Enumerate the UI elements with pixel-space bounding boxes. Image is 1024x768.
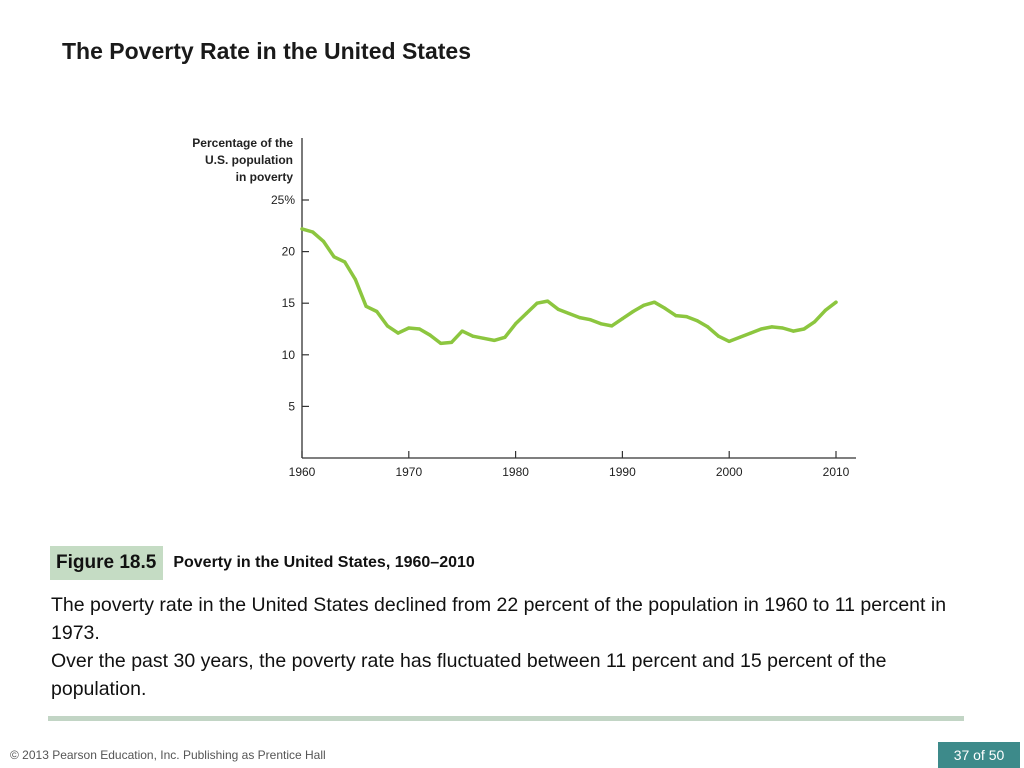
data-point xyxy=(311,230,315,234)
data-point xyxy=(684,315,689,319)
data-point xyxy=(759,327,763,331)
y-tick-label: 25% xyxy=(271,193,295,207)
x-tick-label: 2010 xyxy=(823,465,850,479)
data-point xyxy=(716,334,721,338)
data-point xyxy=(823,308,827,312)
data-point xyxy=(578,316,582,320)
y-tick-label: 5 xyxy=(288,399,295,413)
data-point xyxy=(834,300,838,304)
data-point xyxy=(567,311,571,316)
data-point xyxy=(300,227,304,231)
data-point xyxy=(631,309,635,314)
data-point xyxy=(396,331,400,335)
data-point xyxy=(599,322,603,326)
data-point xyxy=(417,327,422,331)
data-point xyxy=(321,239,325,243)
data-point xyxy=(802,327,806,331)
data-point xyxy=(364,304,368,308)
body-text: The poverty rate in the United States de… xyxy=(51,591,981,703)
data-point xyxy=(471,334,475,338)
data-point xyxy=(535,301,539,305)
series-group xyxy=(300,227,838,346)
data-point xyxy=(652,300,657,304)
data-point xyxy=(738,335,742,339)
data-point xyxy=(460,329,464,333)
data-point xyxy=(813,320,817,324)
data-point xyxy=(439,341,443,345)
y-ticks-group: 25% 20 15 10 5 xyxy=(271,193,309,413)
data-point xyxy=(674,314,678,318)
data-point xyxy=(663,306,667,310)
data-point xyxy=(770,325,774,329)
x-tick-label: 1980 xyxy=(502,465,529,479)
y-axis-label-line-2: U.S. population xyxy=(205,153,293,167)
data-point xyxy=(375,309,379,314)
body-paragraph-1: The poverty rate in the United States de… xyxy=(51,594,947,644)
y-axis-label-line-1: Percentage of the xyxy=(192,136,293,150)
data-point xyxy=(428,333,432,337)
data-point xyxy=(514,322,518,326)
data-point xyxy=(546,299,550,303)
body-paragraph-2: Over the past 30 years, the poverty rate… xyxy=(51,650,887,700)
poverty-rate-chart: Percentage of the U.S. population in pov… xyxy=(192,136,856,479)
data-point xyxy=(353,277,357,282)
poverty-rate-line xyxy=(300,227,838,346)
data-point xyxy=(524,311,528,316)
footer-divider xyxy=(48,716,964,721)
y-tick-label: 20 xyxy=(282,245,296,259)
data-point xyxy=(449,340,454,344)
page-number-badge: 37 of 50 xyxy=(938,742,1020,768)
figure-caption: Poverty in the United States, 1960–2010 xyxy=(173,554,475,571)
data-point xyxy=(492,338,496,342)
data-point xyxy=(610,324,614,328)
slide-title: The Poverty Rate in the United States xyxy=(62,38,471,64)
data-point xyxy=(791,329,795,333)
data-point xyxy=(407,326,411,330)
x-tick-label: 1960 xyxy=(289,465,316,479)
data-point xyxy=(695,319,699,323)
y-axis-label-line-3: in poverty xyxy=(236,170,294,184)
figure-caption-bar: Figure 18.5 Poverty in the United States… xyxy=(50,546,475,580)
data-point xyxy=(343,260,347,264)
data-point xyxy=(503,335,507,339)
figure-number: Figure 18.5 xyxy=(50,546,164,580)
data-point xyxy=(727,339,731,343)
x-tick-label: 2000 xyxy=(716,465,743,479)
data-point xyxy=(588,318,593,322)
y-tick-label: 15 xyxy=(282,296,296,310)
data-point xyxy=(385,324,389,328)
y-tick-label: 10 xyxy=(282,348,296,362)
copyright-text: © 2013 Pearson Education, Inc. Publishin… xyxy=(10,748,326,762)
data-point xyxy=(642,303,646,307)
data-point xyxy=(749,331,753,335)
data-point xyxy=(706,325,710,329)
x-tick-label: 1970 xyxy=(395,465,422,479)
x-ticks-group: 1960 1970 1980 1990 2000 2010 xyxy=(289,451,850,479)
data-point xyxy=(482,336,486,340)
data-point xyxy=(556,307,560,311)
data-point xyxy=(620,317,625,321)
data-point xyxy=(781,326,785,330)
data-point xyxy=(332,255,336,259)
x-tick-label: 1990 xyxy=(609,465,636,479)
